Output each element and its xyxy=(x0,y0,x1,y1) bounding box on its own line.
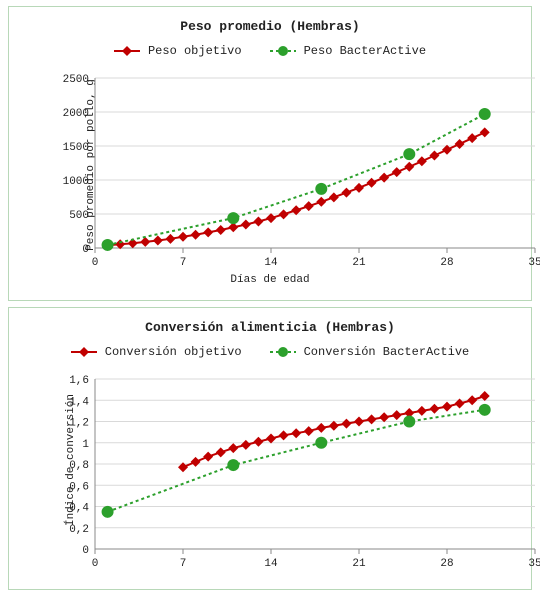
chart-area: 050010001500200025000714212835 xyxy=(55,72,519,270)
svg-text:1000: 1000 xyxy=(63,176,89,188)
legend-label: Peso objetivo xyxy=(148,44,242,58)
svg-text:7: 7 xyxy=(180,257,187,269)
legend-label: Conversión objetivo xyxy=(105,345,242,359)
chart-title: Conversión alimenticia (Hembras) xyxy=(21,320,519,335)
svg-text:0: 0 xyxy=(82,244,89,256)
x-axis-label: Días de edad xyxy=(21,274,519,286)
legend-swatch-bacteractive xyxy=(270,45,296,57)
svg-text:1500: 1500 xyxy=(63,142,89,154)
chart-area: 00,20,40,60,811,21,41,60714212835 xyxy=(55,373,519,571)
svg-text:21: 21 xyxy=(352,558,366,570)
svg-text:2000: 2000 xyxy=(63,108,89,120)
legend-label: Peso BacterActive xyxy=(304,44,426,58)
svg-text:1,4: 1,4 xyxy=(69,396,89,408)
legend-item-objetivo: Conversión objetivo xyxy=(71,345,242,359)
conversion-chart-svg: 0 0,2 0,4 0,6 0,8 1 1,2 1,4 1,6 0 7 14 21 28 35 xyxy=(55,373,540,571)
legend-item-bacteractive: Peso BacterActive xyxy=(270,44,426,58)
svg-text:0,2: 0,2 xyxy=(69,524,89,536)
legend-swatch-bacteractive xyxy=(270,346,296,358)
svg-text:7: 7 xyxy=(180,558,187,570)
legend-swatch-objetivo xyxy=(114,45,140,57)
legend-item-bacteractive: Conversión BacterActive xyxy=(270,345,470,359)
svg-text:14: 14 xyxy=(264,558,278,570)
chart-title: Peso promedio (Hembras) xyxy=(21,19,519,34)
svg-text:0,6: 0,6 xyxy=(69,481,89,493)
svg-text:0: 0 xyxy=(82,545,89,557)
svg-text:1,6: 1,6 xyxy=(69,375,89,387)
legend-item-objetivo: Peso objetivo xyxy=(114,44,242,58)
svg-text:35: 35 xyxy=(528,257,540,269)
peso-chart-svg: 0 500 1000 1500 2000 2500 0 7 14 21 28 35 xyxy=(55,72,540,270)
svg-text:21: 21 xyxy=(352,257,366,269)
conversion-chart-panel: Conversión alimenticia (Hembras) Convers… xyxy=(8,307,532,590)
peso-chart-panel: Peso promedio (Hembras) Peso objetivo Pe… xyxy=(8,6,532,301)
legend: Peso objetivo Peso BacterActive xyxy=(21,44,519,58)
svg-text:28: 28 xyxy=(440,558,453,570)
svg-text:28: 28 xyxy=(440,257,453,269)
svg-text:0,8: 0,8 xyxy=(69,460,89,472)
svg-text:0: 0 xyxy=(92,257,99,269)
svg-text:0,4: 0,4 xyxy=(69,503,89,515)
svg-text:0: 0 xyxy=(92,558,99,570)
svg-text:500: 500 xyxy=(69,210,89,222)
svg-text:35: 35 xyxy=(528,558,540,570)
svg-text:1,2: 1,2 xyxy=(69,418,89,430)
svg-text:1: 1 xyxy=(82,439,89,451)
legend-label: Conversión BacterActive xyxy=(304,345,470,359)
legend: Conversión objetivo Conversión BacterAct… xyxy=(21,345,519,359)
svg-text:14: 14 xyxy=(264,257,278,269)
svg-text:2500: 2500 xyxy=(63,74,89,86)
legend-swatch-objetivo xyxy=(71,346,97,358)
